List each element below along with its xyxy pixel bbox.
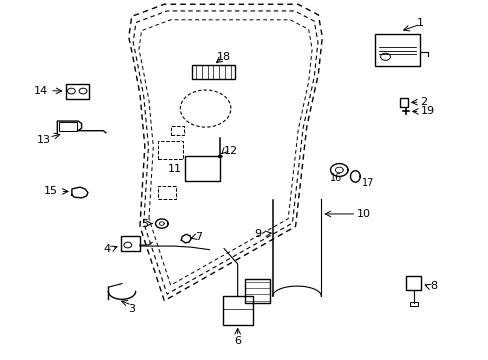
Bar bbox=[65, 84, 89, 99]
Text: 9: 9 bbox=[254, 229, 261, 239]
Text: 6: 6 bbox=[234, 337, 241, 346]
Text: 17: 17 bbox=[362, 178, 374, 188]
Bar bbox=[405, 276, 421, 290]
Text: 8: 8 bbox=[429, 282, 436, 292]
Bar bbox=[120, 237, 140, 251]
Bar bbox=[222, 296, 252, 325]
Bar bbox=[158, 186, 176, 199]
Bar bbox=[158, 141, 183, 158]
Text: 10: 10 bbox=[357, 209, 370, 219]
Bar bbox=[59, 122, 77, 131]
Text: 13: 13 bbox=[37, 135, 51, 145]
Text: 12: 12 bbox=[224, 146, 238, 156]
Bar bbox=[192, 65, 234, 79]
Text: 2: 2 bbox=[420, 97, 427, 107]
Bar bbox=[245, 279, 269, 303]
Text: 19: 19 bbox=[420, 107, 434, 116]
Text: 18: 18 bbox=[217, 52, 231, 62]
Text: 3: 3 bbox=[128, 304, 135, 314]
Text: 7: 7 bbox=[195, 232, 202, 242]
Bar bbox=[170, 126, 184, 135]
Text: 15: 15 bbox=[44, 186, 58, 197]
Bar bbox=[185, 157, 220, 181]
Text: 4: 4 bbox=[103, 244, 111, 253]
Text: 1: 1 bbox=[416, 18, 423, 28]
Text: 5: 5 bbox=[141, 219, 148, 229]
Text: 11: 11 bbox=[168, 163, 182, 174]
Bar bbox=[409, 302, 417, 306]
Bar bbox=[399, 98, 407, 107]
Text: 14: 14 bbox=[34, 86, 48, 96]
Circle shape bbox=[217, 155, 222, 158]
Bar bbox=[374, 34, 419, 66]
Text: 16: 16 bbox=[329, 173, 341, 183]
